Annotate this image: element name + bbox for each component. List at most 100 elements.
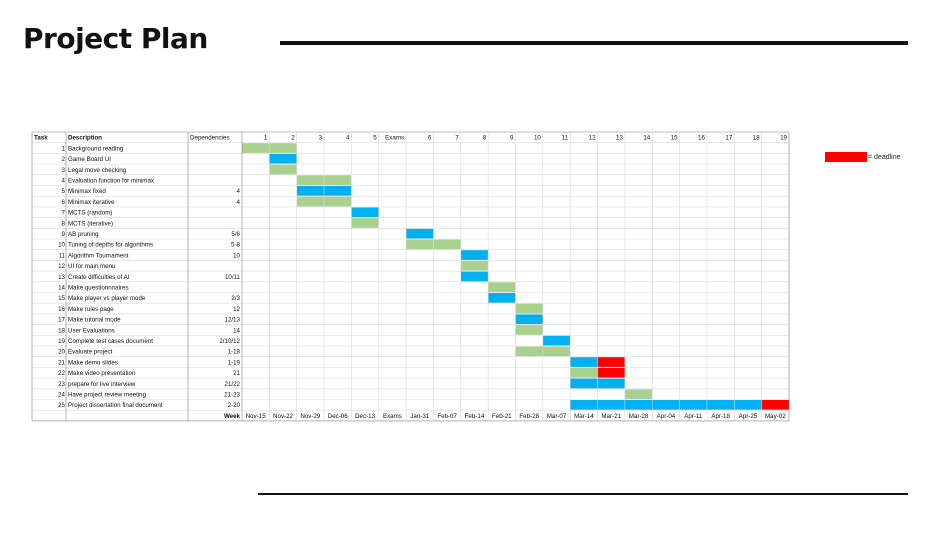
task-id: 12 bbox=[58, 263, 65, 270]
week-date-label: Feb-28 bbox=[519, 413, 539, 420]
header-task: Task bbox=[34, 135, 48, 142]
task-id: 3 bbox=[62, 167, 66, 174]
gantt-bar bbox=[624, 389, 653, 399]
gantt-bar bbox=[761, 400, 789, 410]
week-date-label: Feb-14 bbox=[465, 413, 485, 420]
task-id: 6 bbox=[62, 199, 66, 206]
week-date-label: Mar-28 bbox=[629, 413, 649, 420]
week-date-label: Feb-07 bbox=[437, 413, 457, 420]
week-date-label: Apr-18 bbox=[711, 413, 730, 420]
task-description: Make questionnnaires bbox=[68, 285, 129, 292]
task-description: AB pruning bbox=[68, 231, 99, 238]
task-dependencies: 5-8 bbox=[231, 242, 241, 249]
week-number-label: 19 bbox=[780, 135, 787, 142]
gantt-bar bbox=[269, 164, 297, 175]
page-title: Project Plan bbox=[23, 22, 208, 55]
task-id: 15 bbox=[58, 295, 65, 302]
week-number-label: 16 bbox=[698, 135, 705, 142]
week-number-label: Exams bbox=[385, 135, 404, 142]
gantt-bar bbox=[351, 218, 379, 228]
task-description: Game Board UI bbox=[68, 156, 111, 163]
task-id: 8 bbox=[62, 220, 66, 227]
legend: = deadline bbox=[825, 152, 901, 162]
task-description: MCTS (iterative) bbox=[68, 220, 113, 227]
task-description: Make video presentation bbox=[68, 370, 136, 377]
task-id: 1 bbox=[62, 145, 66, 152]
task-description: Evaluate project bbox=[68, 349, 113, 356]
week-date-label: Dec-06 bbox=[328, 413, 349, 420]
task-id: 7 bbox=[62, 210, 66, 217]
gantt-bar bbox=[542, 335, 571, 346]
task-dependencies: 21-23 bbox=[224, 392, 240, 399]
week-date-label: Mar-21 bbox=[601, 413, 621, 420]
week-number-label: 1 bbox=[264, 135, 268, 142]
week-number-label: 13 bbox=[616, 135, 623, 142]
gantt-bar bbox=[597, 367, 625, 378]
week-number-label: 17 bbox=[725, 135, 732, 142]
task-id: 17 bbox=[58, 317, 65, 324]
task-id: 4 bbox=[62, 178, 66, 185]
week-date-label: Nov-22 bbox=[273, 413, 294, 420]
task-dependencies: 2/3 bbox=[231, 295, 240, 302]
week-date-label: Apr-25 bbox=[739, 413, 758, 420]
week-number-label: 5 bbox=[373, 135, 377, 142]
task-description: Algorithm Tournament bbox=[68, 252, 129, 259]
gantt-bar bbox=[570, 357, 598, 367]
gantt-bar bbox=[515, 314, 543, 325]
task-description: Make tutorial mode bbox=[68, 317, 121, 324]
week-number-label: 14 bbox=[643, 135, 650, 142]
week-number-label: 2 bbox=[291, 135, 295, 142]
week-date-label: Nov-15 bbox=[246, 413, 267, 420]
task-description: Background reading bbox=[68, 145, 124, 152]
gantt-bar bbox=[460, 260, 489, 271]
week-number-label: 18 bbox=[753, 135, 760, 142]
task-description: Have project review meeting bbox=[68, 392, 147, 399]
task-id: 14 bbox=[58, 285, 65, 292]
task-description: Create difficulties of AI bbox=[68, 274, 130, 281]
task-description: MCTS (random) bbox=[68, 210, 112, 217]
task-dependencies: 2-20 bbox=[228, 402, 241, 409]
gantt-bar bbox=[570, 367, 598, 378]
task-dependencies: 1-18 bbox=[228, 349, 241, 356]
task-dependencies: 12/13 bbox=[225, 317, 241, 324]
header-dependencies: Dependencies bbox=[190, 135, 230, 142]
week-number-label: 3 bbox=[319, 135, 323, 142]
task-id: 25 bbox=[58, 402, 65, 409]
gantt-bar bbox=[597, 357, 625, 367]
task-id: 5 bbox=[62, 188, 66, 195]
task-description: Project dissertation final document bbox=[68, 402, 163, 409]
gantt-bar bbox=[460, 271, 489, 282]
task-id: 16 bbox=[58, 306, 65, 313]
week-number-label: 9 bbox=[510, 135, 514, 142]
gantt-bar bbox=[570, 400, 762, 410]
task-description: Minimax fixed bbox=[68, 188, 106, 195]
task-id: 11 bbox=[59, 252, 66, 259]
task-dependencies: 5/6 bbox=[231, 231, 240, 238]
week-date-label: Jan-31 bbox=[410, 413, 429, 420]
gantt-bar bbox=[406, 228, 434, 239]
task-id: 10 bbox=[58, 242, 65, 249]
gantt-bar bbox=[488, 293, 516, 303]
gantt-bar bbox=[351, 207, 379, 218]
task-dependencies: 4 bbox=[237, 199, 241, 206]
week-number-label: 15 bbox=[671, 135, 678, 142]
task-description: UI for main menu bbox=[68, 263, 116, 270]
task-dependencies: 10/11 bbox=[225, 274, 241, 281]
task-id: 9 bbox=[62, 231, 66, 238]
task-description: Complete test cases document bbox=[68, 338, 153, 345]
deadline-swatch bbox=[825, 152, 867, 162]
week-number-label: 10 bbox=[534, 135, 541, 142]
week-row-label: Week bbox=[224, 413, 241, 420]
task-dependencies: 21 bbox=[233, 370, 240, 377]
footer-rule bbox=[258, 493, 908, 495]
title-underline bbox=[280, 41, 908, 45]
gantt-bar bbox=[515, 303, 543, 314]
gantt-bar bbox=[460, 250, 489, 260]
task-id: 22 bbox=[58, 370, 65, 377]
task-id: 19 bbox=[58, 338, 65, 345]
week-number-label: 8 bbox=[483, 135, 487, 142]
gantt-bar bbox=[515, 325, 543, 335]
task-dependencies: 12 bbox=[233, 306, 240, 313]
task-id: 24 bbox=[58, 392, 65, 399]
